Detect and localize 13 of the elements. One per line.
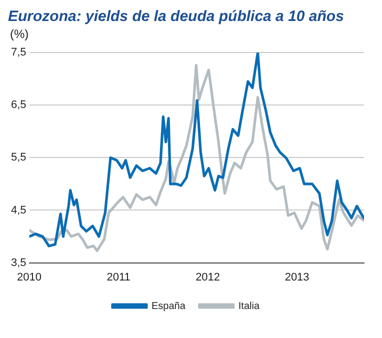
x-tick-label: 2012 — [196, 271, 220, 284]
legend-label: España — [151, 300, 186, 312]
y-tick-label: 3,5 — [10, 256, 26, 269]
y-tick-label: 7,5 — [10, 46, 26, 59]
x-tick-label: 2013 — [284, 271, 310, 284]
y-axis-title: (%) — [10, 27, 30, 41]
y-tick-label: 6,5 — [10, 99, 26, 112]
y-tick-label: 5,5 — [10, 152, 26, 164]
y-tick-label: 4,5 — [10, 204, 26, 216]
legend-label: Italia — [238, 300, 260, 312]
x-tick-label: 2010 — [17, 271, 42, 284]
x-tick-label: 2011 — [106, 271, 130, 284]
chart-title: Eurozona: yields de la deuda pública a 10 años — [8, 8, 345, 25]
